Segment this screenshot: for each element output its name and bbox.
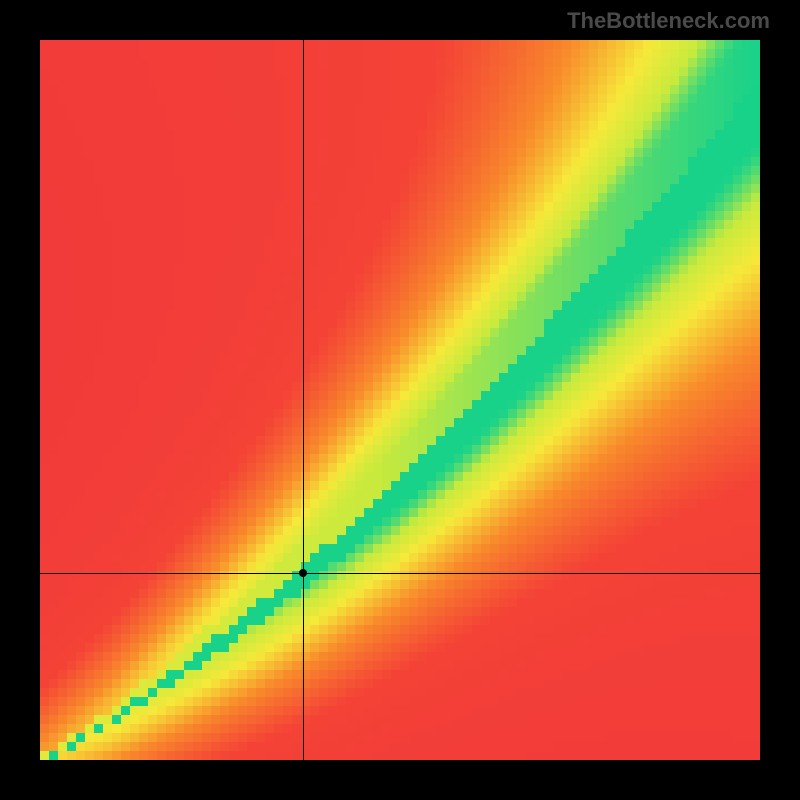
marker-point — [299, 569, 307, 577]
crosshair-vertical — [303, 40, 304, 760]
watermark-text: TheBottleneck.com — [567, 8, 770, 34]
heatmap-canvas — [40, 40, 760, 760]
crosshair-horizontal — [40, 573, 760, 574]
bottleneck-heatmap-chart — [40, 40, 760, 760]
